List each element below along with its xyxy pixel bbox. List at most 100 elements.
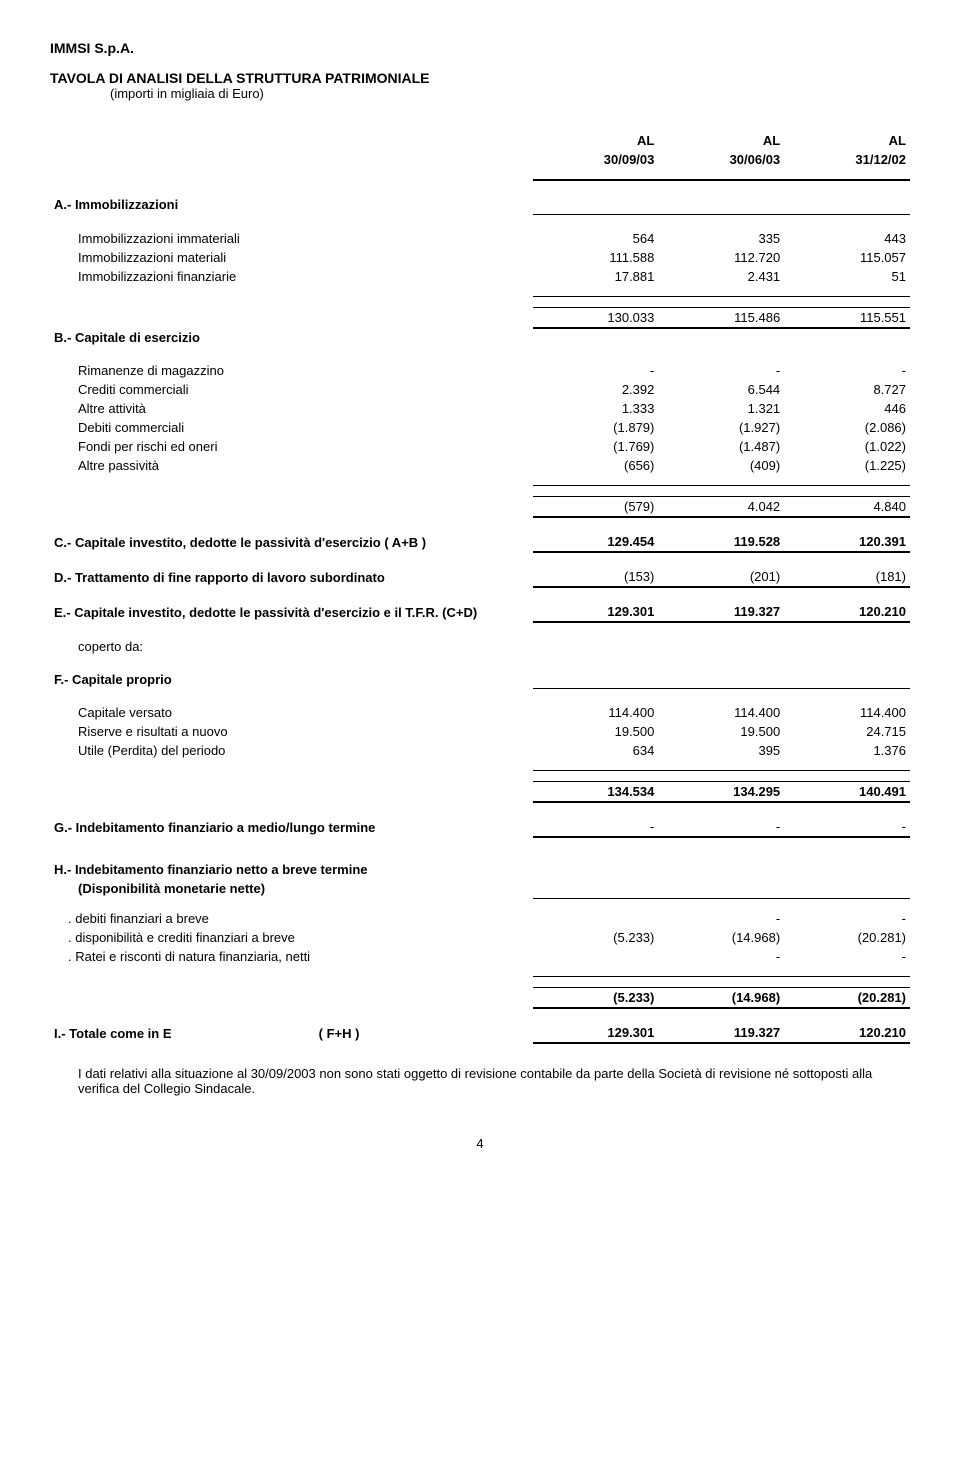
val-c3: 115.057 [784, 248, 910, 267]
footnote: I dati relativi alla situazione al 30/09… [50, 1066, 910, 1096]
section-h-sub: (Disponibilità monetarie nette) [50, 879, 910, 898]
row-fondi-rischi: Fondi per rischi ed oneri (1.769) (1.487… [50, 437, 910, 456]
row-d-tfr: D.- Trattamento di fine rapporto di lavo… [50, 567, 910, 587]
row-c-capitale-investito: C.- Capitale investito, dedotte le passi… [50, 532, 910, 552]
val-c2: 335 [658, 229, 784, 248]
document-title: TAVOLA DI ANALISI DELLA STRUTTURA PATRIM… [50, 70, 910, 86]
label: Immobilizzazioni materiali [50, 248, 533, 267]
val-c2: - [658, 817, 784, 837]
val-c2: (14.968) [658, 928, 784, 947]
val-c3: 443 [784, 229, 910, 248]
label: E.- Capitale investito, dedotte le passi… [50, 602, 533, 622]
section-a-label: A.- Immobilizzazioni [50, 195, 533, 214]
row-capitale-versato: Capitale versato 114.400 114.400 114.400 [50, 703, 910, 722]
val-c3: - [784, 947, 910, 966]
row-riserve: Riserve e risultati a nuovo 19.500 19.50… [50, 722, 910, 741]
val-c1 [533, 909, 659, 928]
val-c2: 119.528 [658, 532, 784, 552]
val-c1: 129.301 [533, 1023, 659, 1043]
val-c1: 634 [533, 741, 659, 760]
date-col-1: 30/09/03 [533, 150, 659, 169]
val-c2: 112.720 [658, 248, 784, 267]
section-b-label: B.- Capitale di esercizio [50, 328, 533, 347]
header-unit-row: AL AL AL [50, 131, 910, 150]
section-f-label: F.- Capitale proprio [50, 670, 533, 689]
label: Riserve e risultati a nuovo [50, 722, 533, 741]
company-name: IMMSI S.p.A. [50, 40, 910, 56]
row-g-indebitamento-lungo: G.- Indebitamento finanziario a medio/lu… [50, 817, 910, 837]
val-c3: 120.210 [784, 1023, 910, 1043]
val-c2: 114.400 [658, 703, 784, 722]
val-c1: 1.333 [533, 399, 659, 418]
val-c2: - [658, 947, 784, 966]
val-c2: 4.042 [658, 496, 784, 517]
val-c1: - [533, 361, 659, 380]
val-c1: (5.233) [533, 987, 659, 1008]
val-c3: 140.491 [784, 782, 910, 803]
date-col-2: 30/06/03 [658, 150, 784, 169]
val-c3: (2.086) [784, 418, 910, 437]
row-f-total: 134.534 134.295 140.491 [50, 782, 910, 803]
val-c3: 4.840 [784, 496, 910, 517]
val-c3: (20.281) [784, 928, 910, 947]
val-c3: (20.281) [784, 987, 910, 1008]
val-c2: (409) [658, 456, 784, 475]
row-immob-immateriali: Immobilizzazioni immateriali 564 335 443 [50, 229, 910, 248]
row-altre-attivita: Altre attività 1.333 1.321 446 [50, 399, 910, 418]
page-number: 4 [50, 1136, 910, 1151]
section-h-sub-label: (Disponibilità monetarie nette) [50, 879, 533, 898]
i-prefix: I.- Totale come in E [54, 1026, 315, 1041]
label: Utile (Perdita) del periodo [50, 741, 533, 760]
val-c2: 134.295 [658, 782, 784, 803]
row-i-totale: I.- Totale come in E ( F+H ) 129.301 119… [50, 1023, 910, 1043]
label: Altre passività [50, 456, 533, 475]
row-a-total: 130.033 115.486 115.551 [50, 307, 910, 328]
val-c3: 8.727 [784, 380, 910, 399]
row-b-total: (579) 4.042 4.840 [50, 496, 910, 517]
val-c3: (181) [784, 567, 910, 587]
row-utile-perdita: Utile (Perdita) del periodo 634 395 1.37… [50, 741, 910, 760]
label: . disponibilità e crediti finanziari a b… [50, 928, 533, 947]
section-a-heading: A.- Immobilizzazioni [50, 195, 910, 214]
val-c2: 119.327 [658, 1023, 784, 1043]
val-c1: 564 [533, 229, 659, 248]
val-c1: 114.400 [533, 703, 659, 722]
row-h-total: (5.233) (14.968) (20.281) [50, 987, 910, 1008]
val-c2: 115.486 [658, 307, 784, 328]
val-c3: - [784, 817, 910, 837]
val-c3: 120.210 [784, 602, 910, 622]
val-c1: (5.233) [533, 928, 659, 947]
val-c1: (1.769) [533, 437, 659, 456]
val-c3: - [784, 361, 910, 380]
row-e-capitale-investito-tfr: E.- Capitale investito, dedotte le passi… [50, 602, 910, 622]
val-c3: - [784, 909, 910, 928]
val-c1: - [533, 817, 659, 837]
val-c1: (153) [533, 567, 659, 587]
val-c3: 51 [784, 267, 910, 286]
label: G.- Indebitamento finanziario a medio/lu… [50, 817, 533, 837]
document-subtitle: (importi in migliaia di Euro) [110, 86, 910, 101]
val-c3: 1.376 [784, 741, 910, 760]
label: C.- Capitale investito, dedotte le passi… [50, 532, 533, 552]
val-c2: - [658, 361, 784, 380]
val-c1: 134.534 [533, 782, 659, 803]
i-formula: ( F+H ) [319, 1026, 360, 1041]
val-c2: 2.431 [658, 267, 784, 286]
hdr-unit-1: AL [533, 131, 659, 150]
section-h-label: H.- Indebitamento finanziario netto a br… [50, 860, 533, 879]
val-c3: 24.715 [784, 722, 910, 741]
val-c2: 395 [658, 741, 784, 760]
label: Immobilizzazioni finanziarie [50, 267, 533, 286]
val-c1: (579) [533, 496, 659, 517]
val-c1 [533, 947, 659, 966]
val-c2: 19.500 [658, 722, 784, 741]
val-c1: 129.301 [533, 602, 659, 622]
val-c1: 19.500 [533, 722, 659, 741]
row-rimanenze: Rimanenze di magazzino - - - [50, 361, 910, 380]
hdr-unit-3: AL [784, 131, 910, 150]
label: . Ratei e risconti di natura finanziaria… [50, 947, 533, 966]
row-debiti-finanziari-breve: . debiti finanziari a breve - - [50, 909, 910, 928]
val-c1: 17.881 [533, 267, 659, 286]
val-c3: (1.225) [784, 456, 910, 475]
row-ratei-risconti: . Ratei e risconti di natura finanziaria… [50, 947, 910, 966]
